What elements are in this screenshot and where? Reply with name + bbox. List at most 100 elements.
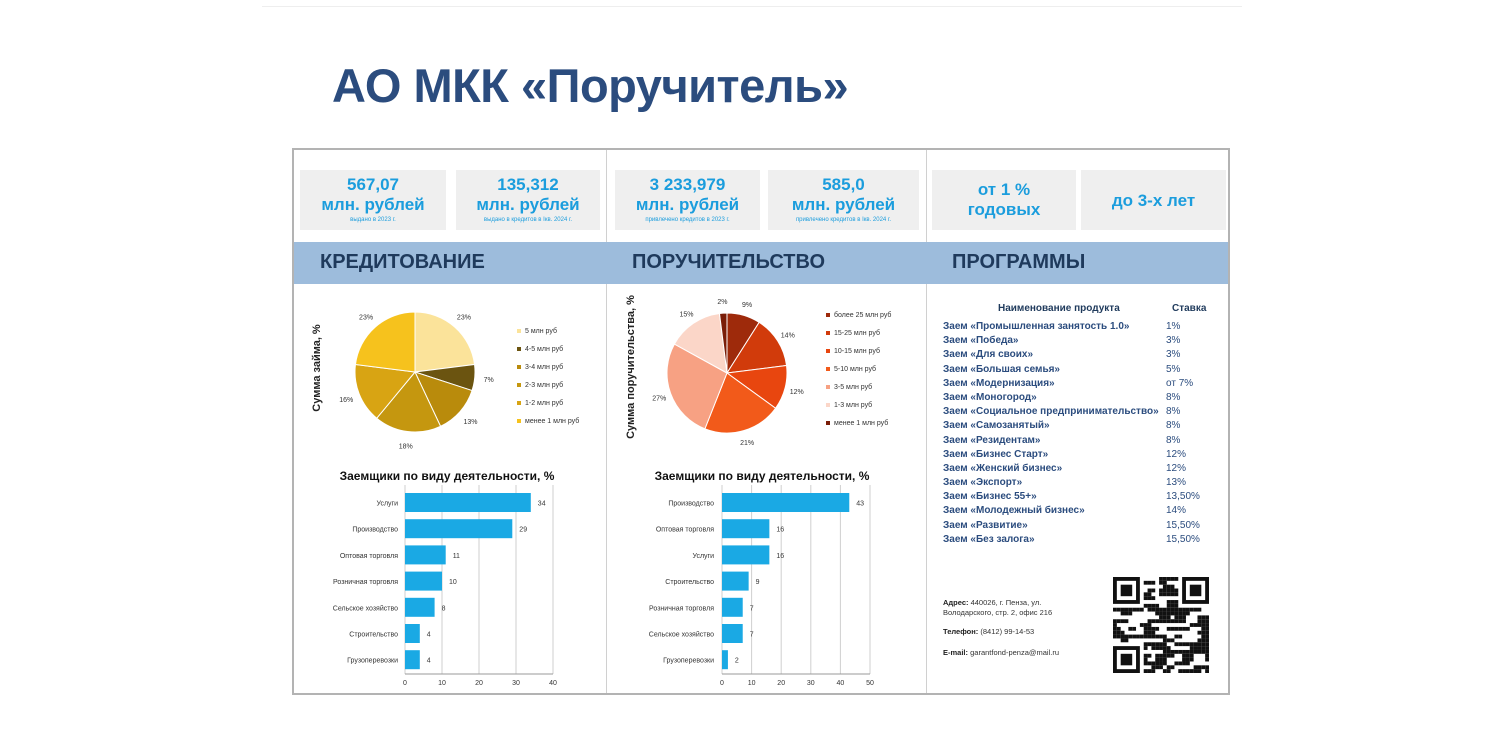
qr-module — [1166, 626, 1171, 631]
x-tick-label: 20 — [475, 680, 483, 687]
qr-module — [1151, 634, 1156, 639]
qr-module — [1162, 661, 1167, 666]
bar-value-label: 43 — [856, 501, 864, 508]
section-title-credit: КРЕДИТОВАНИЕ — [320, 251, 485, 273]
qr-module — [1162, 607, 1167, 612]
program-rate: 14% — [1166, 505, 1187, 517]
qr-module — [1182, 611, 1186, 616]
qr-module — [1170, 638, 1175, 643]
stat-box-term: до 3-х лет — [1081, 170, 1226, 230]
program-rate: 8% — [1166, 406, 1181, 418]
pie-slice — [704, 372, 777, 434]
pie-value-label: 14% — [781, 332, 795, 339]
qr-module — [1174, 649, 1179, 654]
qr-module — [1151, 603, 1156, 608]
stat-value: от 1 % — [977, 180, 1031, 199]
qr-module — [1205, 626, 1209, 631]
email-value: garantfond-penza@mail.ru — [970, 648, 1060, 657]
qr-module — [1143, 657, 1148, 662]
qr-code-icon — [1113, 577, 1209, 673]
qr-module — [1155, 603, 1160, 608]
bar — [405, 571, 442, 591]
program-rate: 1% — [1166, 321, 1181, 332]
pie-slice — [354, 363, 416, 419]
qr-module — [1185, 653, 1190, 658]
qr-module — [1193, 623, 1198, 627]
qr-module — [1151, 619, 1156, 624]
qr-module — [1147, 596, 1152, 601]
qr-module — [1182, 653, 1186, 658]
qr-module — [1151, 661, 1156, 666]
qr-module — [1182, 661, 1186, 666]
qr-module — [1185, 661, 1190, 666]
category-label: Сельское хозяйство — [649, 631, 714, 639]
address-label: Адрес: — [943, 598, 969, 607]
qr-module — [1162, 611, 1167, 616]
qr-module — [1113, 630, 1117, 635]
qr-module — [1162, 657, 1167, 662]
qr-module — [1120, 634, 1125, 639]
qr-module — [1143, 592, 1148, 597]
program-name: Заем «Модернизация» — [943, 377, 1055, 389]
stat-note: привлечено кредитов в Iкв. 2024 г. — [795, 217, 892, 223]
bar — [722, 571, 749, 591]
program-row: Заем «Бизнес 55+» 13,50% — [943, 491, 1213, 505]
qr-module — [1162, 646, 1167, 650]
qr-module — [1189, 657, 1194, 662]
qr-module — [1162, 638, 1167, 643]
bar-value-label: 10 — [449, 579, 457, 586]
qr-module — [1178, 611, 1183, 616]
qr-module — [1182, 649, 1186, 654]
program-row: Заем «Промышленная занятость 1.0» 1% — [943, 321, 1213, 335]
qr-module — [1170, 649, 1175, 654]
qr-module — [1170, 603, 1175, 608]
bar-value-label: 4 — [427, 632, 431, 639]
qr-module — [1174, 577, 1179, 581]
legend-swatch — [517, 365, 521, 369]
column-divider — [606, 150, 607, 693]
qr-module — [1166, 665, 1171, 670]
qr-module — [1193, 642, 1198, 647]
qr-module — [1120, 630, 1125, 635]
qr-module — [1201, 619, 1206, 624]
qr-module — [1143, 669, 1148, 673]
qr-module — [1159, 580, 1163, 585]
program-name: Заем «Женский бизнес» — [943, 462, 1063, 474]
qr-module — [1128, 607, 1133, 612]
qr-finder — [1189, 584, 1202, 597]
bar-value-label: 29 — [519, 527, 527, 534]
qr-module — [1151, 642, 1156, 647]
legend-label: 1-3 млн руб — [834, 401, 872, 409]
pie-value-label: 2% — [717, 299, 727, 306]
qr-module — [1159, 615, 1163, 620]
qr-module — [1174, 592, 1179, 597]
program-rate: 15,50% — [1166, 519, 1200, 531]
category-label: Оптовая торговля — [656, 527, 714, 534]
qr-module — [1132, 626, 1137, 631]
qr-module — [1185, 626, 1190, 631]
stat-box-attracted-2023: 3 233,979 млн. рублей привлечено кредито… — [615, 170, 760, 230]
qr-module — [1116, 619, 1121, 624]
qr-module — [1170, 584, 1175, 589]
legend-swatch — [517, 329, 521, 333]
qr-module — [1159, 577, 1163, 581]
qr-module — [1132, 634, 1137, 639]
qr-module — [1151, 630, 1156, 635]
qr-module — [1116, 626, 1121, 631]
qr-module — [1159, 646, 1163, 650]
legend-swatch — [826, 349, 830, 353]
qr-module — [1166, 669, 1171, 673]
qr-module — [1174, 626, 1179, 631]
qr-module — [1147, 626, 1152, 631]
qr-module — [1124, 607, 1129, 612]
qr-module — [1147, 580, 1152, 585]
bar-value-label: 4 — [427, 658, 431, 665]
program-name: Заем «Резидентам» — [943, 434, 1041, 446]
qr-module — [1205, 669, 1209, 673]
qr-module — [1136, 607, 1140, 612]
qr-module — [1143, 603, 1148, 608]
legend-swatch — [826, 331, 830, 335]
qr-module — [1166, 646, 1171, 650]
contact-phone: Телефон: (8412) 99-14-53 — [943, 627, 1093, 637]
qr-module — [1136, 634, 1140, 639]
